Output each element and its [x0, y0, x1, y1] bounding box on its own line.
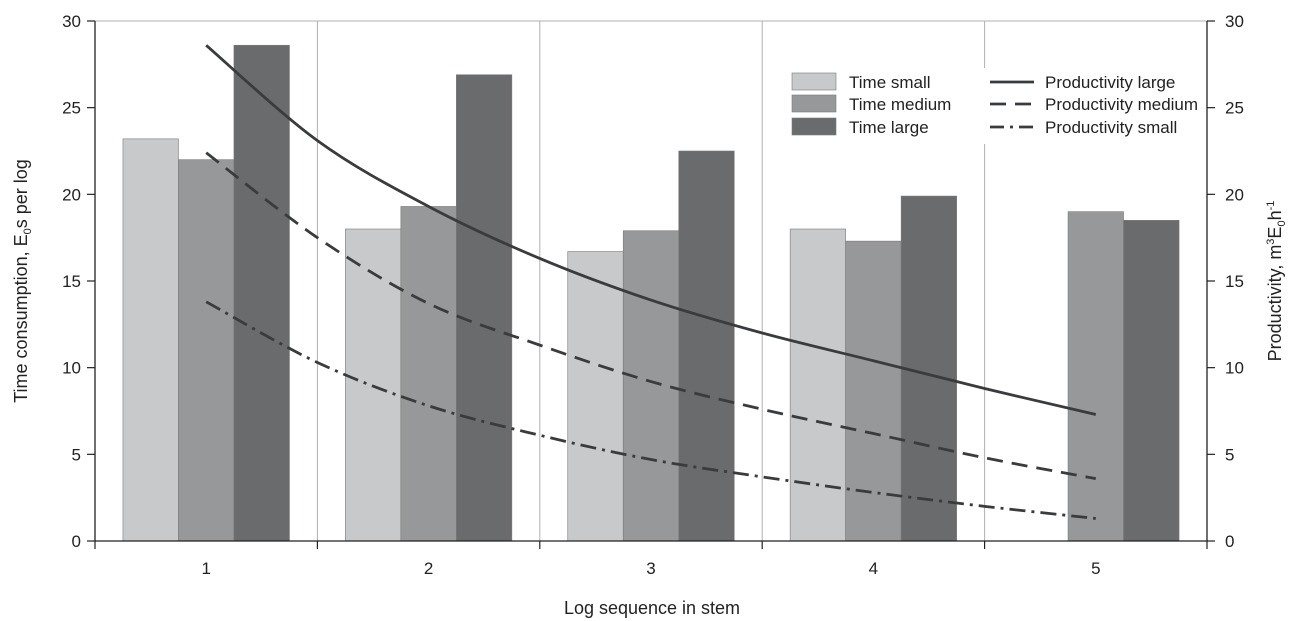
- bar-time-small: [789, 228, 846, 542]
- y2-axis-title-text: h: [1265, 210, 1285, 220]
- y-tick-label: 15: [62, 272, 81, 291]
- bars: [122, 44, 1180, 542]
- line-productivity-medium: [205, 151, 1097, 480]
- y2-axis-title: Productivity, m3E0h-1: [1265, 201, 1288, 362]
- legend-label-productivity-large: Productivity large: [1045, 73, 1175, 92]
- y2-axis-title-text: Productivity, m: [1265, 245, 1285, 362]
- y2-tick-label: 15: [1225, 272, 1244, 291]
- y-tick-label: 0: [72, 532, 81, 551]
- x-tick-label: 4: [869, 559, 878, 578]
- y-axis-title-text: Time consumption, E: [11, 234, 31, 402]
- legend-swatch-time-medium: [791, 94, 837, 113]
- bar-time-large: [678, 150, 735, 542]
- legend-label-productivity-medium: Productivity medium: [1045, 95, 1198, 114]
- y-axis-title-text: s per log: [11, 159, 31, 228]
- legend-label-time-medium: Time medium: [849, 95, 951, 114]
- y2-axis-title-superscript: -1: [1265, 201, 1277, 211]
- bar-time-large: [456, 74, 513, 542]
- legend-swatch-time-small: [791, 72, 837, 91]
- legend: Time small Time medium Time large Productiv…: [787, 68, 1203, 144]
- y-tick-label: 10: [62, 359, 81, 378]
- x-axis-title: Log sequence in stem: [564, 598, 740, 618]
- y2-axis-title-superscript: 3: [1265, 239, 1277, 245]
- y2-tick-label: 20: [1225, 185, 1244, 204]
- y2-axis-title-text: E: [1265, 227, 1285, 239]
- x-tick-label: 1: [201, 559, 210, 578]
- legend-swatch-time-large: [791, 117, 837, 136]
- line-productivity-large: [205, 44, 1097, 416]
- y2-axis-title-subscript: 0: [1276, 220, 1288, 226]
- y2-tick-label: 25: [1225, 99, 1244, 118]
- line-productivity-small: [205, 300, 1096, 520]
- bar-time-large: [1123, 220, 1180, 542]
- y-tick-label: 25: [62, 99, 81, 118]
- x-tick-label: 5: [1091, 559, 1100, 578]
- y-tick-label: 20: [62, 185, 81, 204]
- legend-label-productivity-small: Productivity small: [1045, 118, 1177, 137]
- y-axis-title-subscript: 0: [22, 228, 34, 234]
- legend-label-time-small: Time small: [849, 73, 931, 92]
- bar-time-medium: [400, 206, 457, 542]
- y2-tick-label: 0: [1225, 532, 1234, 551]
- x-tick-label: 2: [424, 559, 433, 578]
- y-axis-title: Time consumption, E0s per log: [11, 159, 34, 403]
- bar-time-medium: [622, 230, 680, 542]
- lines: [205, 44, 1097, 520]
- bar-time-medium: [1067, 211, 1124, 542]
- x-tick-label: 3: [646, 559, 655, 578]
- legend-label-time-large: Time large: [849, 118, 929, 137]
- bar-time-large: [233, 44, 290, 542]
- y2-tick-label: 30: [1225, 12, 1244, 31]
- bar-time-small: [567, 251, 624, 542]
- y2-tick-label: 5: [1225, 445, 1234, 464]
- bar-time-small: [122, 138, 179, 542]
- y-tick-label: 30: [62, 12, 81, 31]
- y-tick-label: 5: [72, 445, 81, 464]
- axes: 0 5 10 15 20 25 30 0 5 10 15 20 25 30 1 2 3 4 5: [62, 12, 1244, 578]
- y2-tick-label: 10: [1225, 359, 1244, 378]
- bar-time-medium: [178, 159, 235, 542]
